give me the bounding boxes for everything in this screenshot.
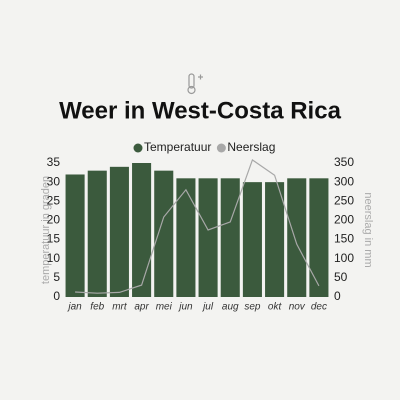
y-tick-label: 30 bbox=[47, 174, 61, 188]
x-tick-label: mei bbox=[156, 302, 173, 313]
thermometer-icon bbox=[187, 73, 203, 95]
x-tick-label: jan bbox=[66, 302, 82, 313]
x-tick-label: feb bbox=[90, 302, 104, 313]
legend-label: Neerslag bbox=[227, 140, 275, 154]
y-tick-label: 15 bbox=[47, 232, 61, 246]
chart-title: Weer in West-Costa Rica bbox=[59, 97, 342, 124]
bar bbox=[287, 178, 307, 297]
x-tick-label: sep bbox=[244, 302, 261, 313]
x-tick-label: aug bbox=[222, 302, 239, 313]
legend-marker bbox=[133, 143, 143, 153]
y2-tick-label: 250 bbox=[334, 193, 354, 207]
x-tick-label: jun bbox=[177, 302, 193, 313]
bar bbox=[309, 178, 329, 297]
y-tick-label: 35 bbox=[47, 155, 61, 169]
y2-tick-label: 200 bbox=[334, 213, 354, 227]
x-tick-label: jul bbox=[201, 302, 214, 313]
legend-label: Temperatuur bbox=[144, 140, 211, 154]
bar bbox=[65, 174, 85, 297]
bar bbox=[220, 178, 240, 297]
y-tick-label: 0 bbox=[53, 289, 60, 303]
bar bbox=[87, 170, 107, 297]
y2-tick-label: 350 bbox=[334, 155, 354, 169]
y2-tick-label: 0 bbox=[334, 289, 341, 303]
y-tick-label: 20 bbox=[47, 213, 61, 227]
y2-tick-label: 50 bbox=[334, 270, 348, 284]
bar bbox=[198, 178, 218, 297]
y2-axis-label: neerslag in mm bbox=[362, 192, 374, 267]
bar bbox=[176, 178, 196, 297]
y-axis-label: temperatuur in graden bbox=[40, 176, 52, 284]
bar bbox=[109, 166, 129, 297]
x-tick-label: apr bbox=[134, 302, 149, 313]
y-tick-label: 10 bbox=[47, 251, 61, 265]
y2-tick-label: 300 bbox=[334, 174, 354, 188]
x-tick-label: okt bbox=[268, 302, 283, 313]
y-tick-label: 25 bbox=[47, 193, 61, 207]
legend-marker bbox=[216, 143, 226, 153]
x-tick-label: mrt bbox=[112, 302, 128, 313]
bar bbox=[265, 182, 285, 297]
bar bbox=[242, 182, 262, 297]
y2-tick-label: 100 bbox=[334, 251, 354, 265]
y-tick-label: 5 bbox=[53, 270, 60, 284]
y2-tick-label: 150 bbox=[334, 232, 354, 246]
bar bbox=[154, 170, 174, 297]
bar bbox=[132, 163, 152, 297]
line bbox=[75, 158, 320, 294]
x-tick-label: nov bbox=[289, 302, 306, 313]
x-tick-label: dec bbox=[311, 302, 327, 313]
